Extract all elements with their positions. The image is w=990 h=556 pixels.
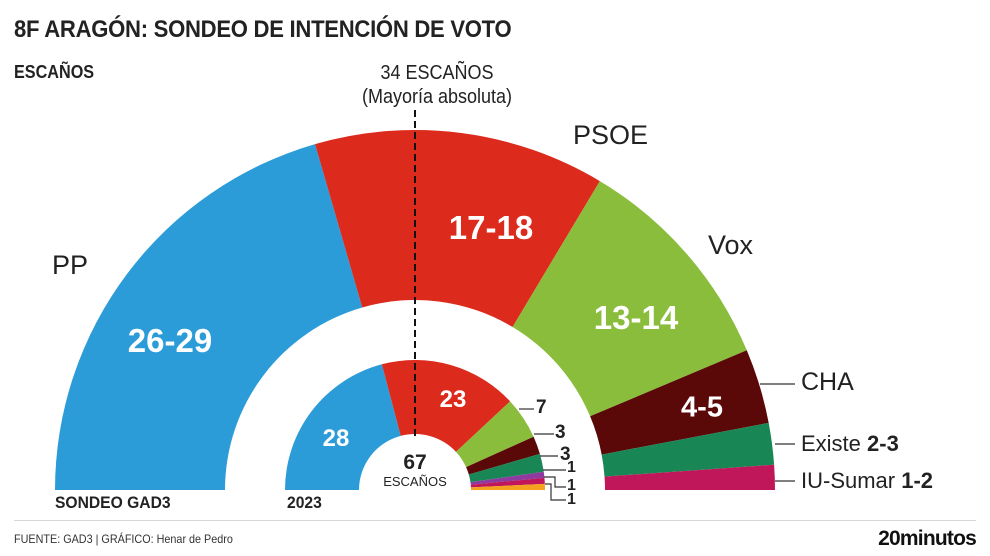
chart-subtitle: ESCAÑOS <box>14 62 95 82</box>
total-seats: 67 <box>403 451 427 474</box>
party-label-iu-sumar: IU-Sumar 1-2 <box>801 468 933 494</box>
party-label-psoe: PSOE <box>573 120 649 150</box>
value-2023-par: 1 <box>567 491 576 508</box>
party-label-vox: Vox <box>708 230 754 260</box>
footer-divider <box>14 520 976 521</box>
leader-lines <box>519 383 795 501</box>
value-2023-pp: 28 <box>322 425 350 452</box>
value-cha: 4-5 <box>681 391 723 424</box>
poll-segment-existe <box>601 422 775 477</box>
party-seats: 1-2 <box>901 468 934 493</box>
poll-segment-vox <box>512 181 747 417</box>
party-name: Existe <box>801 431 861 456</box>
result-2023-segment-party-2 <box>455 401 534 468</box>
poll-label: SONDEO GAD3 <box>55 493 171 512</box>
source-credit: FUENTE: GAD3 | GRÁFICO: Henar de Pedro <box>14 532 233 546</box>
poll-segment-psoe <box>315 130 600 327</box>
result-2023-segment-party-5 <box>470 471 545 485</box>
party-label-existe: Existe 2-3 <box>801 431 899 457</box>
result-2023-segment-party-4 <box>468 453 544 483</box>
poll-segment-iu-sumar <box>604 464 775 490</box>
result-2023-segment-party-6 <box>470 477 545 488</box>
value-2023-psoe: 23 <box>439 386 467 413</box>
party-seats: 2-3 <box>867 431 899 456</box>
result-2023-segment-party-3 <box>466 436 540 475</box>
result-2023-segment-party-0 <box>285 364 401 490</box>
value-vox: 13-14 <box>593 299 679 336</box>
value-2023-podemos: 1 <box>567 459 576 476</box>
value-2023-existe: 3 <box>560 444 571 465</box>
poll-segment-cha <box>590 350 769 455</box>
result-2023-segment-party-7 <box>470 483 545 490</box>
party-label-pp: PP <box>52 250 89 280</box>
value-psoe: 17-18 <box>448 209 534 246</box>
result-2023-segment-party-1 <box>381 360 511 452</box>
value-2023-cha: 3 <box>555 422 566 443</box>
value-pp: 26-29 <box>127 322 213 359</box>
previous-label: 2023 <box>287 493 322 512</box>
party-label-cha: CHA <box>801 368 854 396</box>
chart-title: 8F ARAGÓN: SONDEO DE INTENCIÓN DE VOTO <box>14 16 512 43</box>
total-seats-label: ESCAÑOS <box>383 474 447 489</box>
poll-segment-pp <box>55 144 363 491</box>
value-2023-vox: 7 <box>536 397 547 418</box>
party-name: IU-Sumar <box>801 468 896 493</box>
value-2023-iu: 1 <box>567 477 576 494</box>
majority-sublabel: (Mayoría absoluta) <box>361 86 513 108</box>
majority-label: 34 ESCAÑOS <box>380 62 494 84</box>
brand-logo: 20minutos <box>878 527 977 550</box>
